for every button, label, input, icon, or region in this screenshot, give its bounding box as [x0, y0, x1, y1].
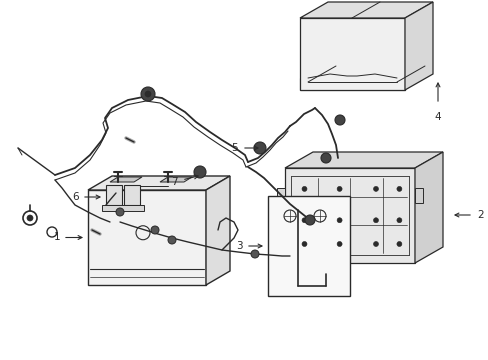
Polygon shape [414, 188, 422, 203]
Polygon shape [205, 176, 229, 285]
Circle shape [151, 226, 159, 234]
Text: 4: 4 [434, 112, 440, 122]
Polygon shape [88, 190, 205, 285]
Circle shape [253, 142, 265, 154]
Circle shape [168, 236, 176, 244]
Circle shape [302, 218, 306, 223]
Text: 2: 2 [476, 210, 483, 220]
Text: 3: 3 [236, 241, 243, 251]
Circle shape [250, 250, 259, 258]
Circle shape [334, 115, 345, 125]
Circle shape [302, 186, 306, 192]
Polygon shape [124, 185, 140, 205]
Circle shape [302, 242, 306, 247]
Polygon shape [102, 205, 143, 211]
Circle shape [373, 242, 378, 247]
Polygon shape [299, 78, 404, 90]
Circle shape [141, 87, 155, 101]
Circle shape [194, 166, 205, 178]
Polygon shape [88, 176, 229, 190]
Circle shape [145, 91, 151, 97]
Text: 5: 5 [231, 143, 238, 153]
Circle shape [336, 218, 342, 223]
Polygon shape [299, 18, 404, 90]
Polygon shape [160, 177, 192, 182]
Circle shape [27, 215, 33, 221]
Circle shape [336, 242, 342, 247]
Circle shape [396, 186, 401, 192]
Polygon shape [110, 177, 142, 182]
Circle shape [396, 242, 401, 247]
Bar [267, 196, 349, 296]
Polygon shape [276, 188, 285, 203]
Polygon shape [299, 2, 432, 18]
Text: 6: 6 [72, 192, 79, 202]
Polygon shape [414, 152, 442, 263]
Circle shape [373, 218, 378, 223]
Circle shape [116, 208, 124, 216]
Polygon shape [285, 168, 414, 263]
Text: 7: 7 [171, 177, 178, 187]
Polygon shape [404, 2, 432, 90]
Polygon shape [106, 185, 122, 205]
Text: 1: 1 [53, 233, 60, 243]
Circle shape [320, 153, 330, 163]
Circle shape [396, 218, 401, 223]
Circle shape [305, 215, 314, 225]
Polygon shape [285, 152, 442, 168]
Circle shape [373, 186, 378, 192]
Circle shape [336, 186, 342, 192]
